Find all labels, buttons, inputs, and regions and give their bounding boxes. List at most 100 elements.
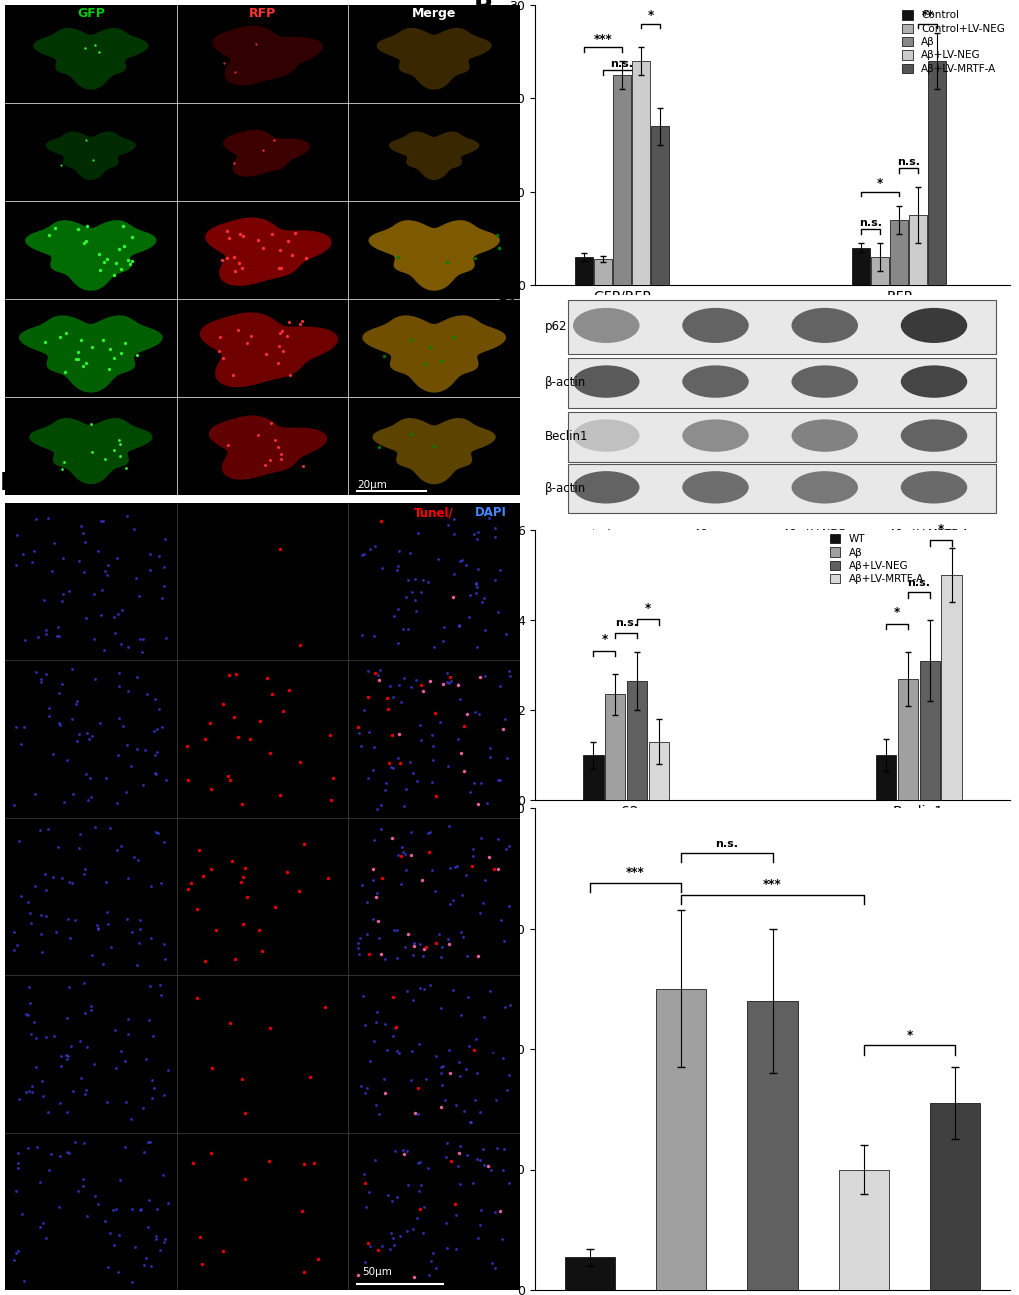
Bar [747,1001,797,1290]
Polygon shape [372,418,495,484]
Text: ***: *** [626,866,644,879]
Polygon shape [368,220,499,291]
Bar [875,755,895,800]
Ellipse shape [900,471,966,504]
Text: Aβ+LV-NEG: Aβ+LV-NEG [783,528,847,539]
Bar [870,256,888,285]
Text: Aβ: Aβ [693,528,708,539]
Bar [568,357,995,408]
Text: ***: *** [762,878,782,891]
Text: n.s.: n.s. [714,839,738,850]
Ellipse shape [900,365,966,398]
Bar [583,755,603,800]
Text: 50μm: 50μm [362,1268,391,1277]
Bar [612,75,630,285]
Polygon shape [25,220,156,291]
Ellipse shape [573,471,639,504]
Polygon shape [205,218,331,286]
Bar [648,742,668,800]
Ellipse shape [573,365,639,398]
Text: n.s.: n.s. [858,218,881,228]
Ellipse shape [682,365,748,398]
Bar [909,215,926,285]
Bar [627,681,647,800]
Text: GFP: GFP [76,6,105,19]
Bar [838,1169,889,1290]
Polygon shape [388,132,479,180]
Bar [604,694,625,800]
Polygon shape [223,130,310,176]
Bar [897,679,917,800]
Text: *: * [936,523,943,536]
Y-axis label: Puncta/cell: Puncta/cell [489,107,503,183]
Ellipse shape [791,420,857,452]
Bar [919,660,938,800]
Polygon shape [46,132,136,180]
Text: p62: p62 [544,320,567,333]
Polygon shape [30,418,152,484]
Text: ***: *** [593,32,611,45]
Ellipse shape [791,365,857,398]
Text: control: control [572,528,610,539]
Polygon shape [34,28,148,89]
Bar [651,127,668,285]
Bar [852,247,869,285]
Text: E: E [0,471,17,495]
Text: *: * [647,9,653,22]
Bar [655,989,705,1290]
Ellipse shape [682,471,748,504]
Polygon shape [19,316,163,392]
Legend: Control, Control+LV-NEG, Aβ, Aβ+LV-NEG, Aβ+LV-MRTF-A: Control, Control+LV-NEG, Aβ, Aβ+LV-NEG, … [901,10,1004,74]
Text: *: * [601,633,607,646]
Text: n.s.: n.s. [906,578,929,588]
Bar [890,220,907,285]
Text: RFP: RFP [249,6,276,19]
Polygon shape [209,416,327,479]
Polygon shape [362,316,505,392]
Text: D: D [473,514,493,537]
Text: C: C [496,284,515,308]
Text: F: F [478,789,494,813]
Text: Beclin1: Beclin1 [544,430,587,443]
Text: n.s.: n.s. [614,618,637,628]
Text: Tunel/: Tunel/ [414,506,453,519]
Polygon shape [212,26,323,85]
Bar [575,256,592,285]
Y-axis label: Relative protein expression
(/β-actin): Relative protein expression (/β-actin) [483,584,512,746]
Text: β-actin: β-actin [544,482,585,495]
Text: Merge: Merge [412,6,455,19]
Bar [565,1257,614,1290]
Ellipse shape [682,420,748,452]
Bar [568,299,995,354]
Ellipse shape [573,420,639,452]
Ellipse shape [682,308,748,343]
Text: Aβ+LV-MRTF-A: Aβ+LV-MRTF-A [888,528,969,539]
Legend: WT, Aβ, Aβ+LV-NEG, Aβ+LV-MRTF-A: WT, Aβ, Aβ+LV-NEG, Aβ+LV-MRTF-A [825,530,927,588]
Text: *: * [876,177,882,190]
Ellipse shape [900,420,966,452]
Bar [568,412,995,461]
Polygon shape [200,312,337,387]
Bar [594,259,611,285]
Text: 20μm: 20μm [357,480,386,490]
Ellipse shape [791,471,857,504]
Y-axis label: Apoptosis ratio(%): Apoptosis ratio(%) [489,984,503,1114]
Text: *: * [644,602,651,615]
Ellipse shape [791,308,857,343]
Polygon shape [376,28,491,89]
Bar [632,61,649,285]
Text: B: B [473,0,492,12]
Text: β-actin: β-actin [544,376,585,390]
Text: DAPI: DAPI [475,506,506,519]
Text: n.s.: n.s. [610,60,633,69]
Bar [927,61,945,285]
Text: *: * [893,606,899,619]
Bar [941,575,961,800]
Text: **: ** [920,9,933,22]
Bar [929,1103,979,1290]
Text: *: * [906,1028,912,1041]
Ellipse shape [573,308,639,343]
Text: n.s.: n.s. [897,157,919,167]
Ellipse shape [900,308,966,343]
Bar [568,464,995,513]
